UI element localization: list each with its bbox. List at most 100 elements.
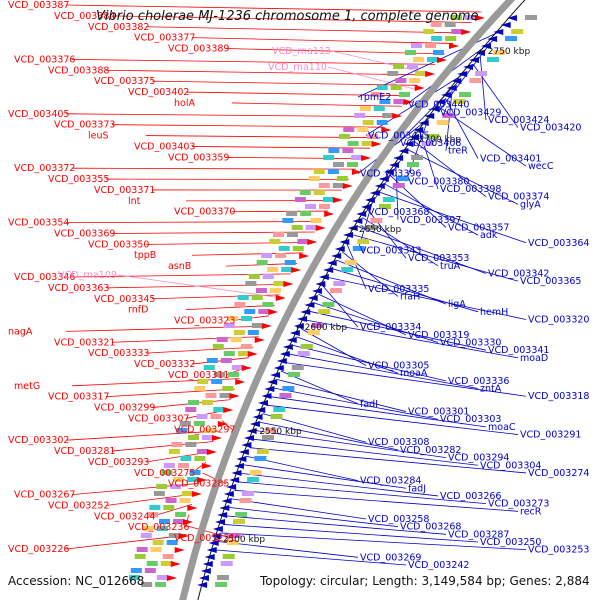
forward-gene-arrow [187, 505, 198, 511]
right-gene-label: VCD_003380 [408, 176, 469, 187]
left-gene-label: VCD_003231 [174, 533, 235, 544]
right-gene-label: wecC [528, 161, 554, 172]
reverse-gene-arrow [297, 316, 308, 322]
forward-gene-arrow [223, 407, 234, 413]
gene-track-block [407, 64, 419, 69]
gene-track-block [361, 141, 373, 146]
left-label-line [111, 124, 386, 128]
gene-track-block [273, 281, 285, 286]
left-gene-label: tppB [134, 250, 156, 261]
gene-track-block [442, 113, 455, 118]
left-gene-label: VCD_003346 [14, 272, 75, 283]
gene-track-block [406, 162, 419, 167]
right-gene-label: VCD_003274 [528, 468, 589, 479]
gene-track-block [344, 260, 357, 265]
gene-track-block [396, 176, 409, 181]
gene-track-block [241, 316, 253, 321]
gene-track-block [194, 386, 206, 391]
right-gene-label: rpmE2 [360, 92, 391, 103]
gene-track-block [269, 239, 281, 244]
rna-gene-label: VCD_rna110 [268, 62, 327, 73]
gene-track-block [185, 442, 197, 447]
reverse-gene-arrow [506, 15, 517, 21]
gene-track-block [222, 554, 235, 559]
left-label-line [111, 231, 316, 234]
forward-gene-arrow [291, 267, 302, 273]
left-label-line [71, 59, 436, 65]
right-gene-label: VCD_003408 [400, 138, 461, 149]
reverse-gene-arrow [307, 295, 318, 301]
gene-track-block [294, 197, 306, 202]
gene-track-block [130, 568, 142, 573]
right-gene-label: VCD_003397 [400, 215, 461, 226]
right-gene-label: VCD_003294 [448, 453, 509, 464]
forward-gene-arrow [201, 463, 212, 469]
gene-track-block [168, 449, 180, 454]
left-gene-label: VCD_003371 [94, 185, 155, 196]
right-label-line [228, 506, 399, 528]
left-label-line [231, 102, 402, 107]
gene-track-block [524, 15, 537, 20]
gene-track-block [323, 155, 335, 160]
gene-track-block [144, 568, 156, 573]
left-label-line [65, 430, 218, 441]
gene-track-block [270, 414, 283, 419]
gene-track-block [228, 533, 241, 538]
gene-track-block [141, 582, 153, 587]
right-gene-label: VCD_003343 [360, 245, 421, 256]
gene-track-block [196, 414, 208, 419]
gene-track-block [284, 260, 296, 265]
right-label-line [237, 481, 487, 505]
reverse-gene-arrow [282, 344, 293, 350]
rna-label-line [331, 50, 431, 75]
forward-gene-arrow [229, 393, 240, 399]
right-gene-label: VCD_003253 [528, 545, 589, 556]
right-label-line [255, 430, 447, 458]
gene-track-block [230, 337, 242, 342]
gene-track-block [423, 29, 435, 34]
gene-track-block [172, 519, 184, 524]
left-gene-label: VCD_003317 [48, 392, 109, 403]
right-label-line [437, 46, 488, 113]
ruler-tick [350, 227, 358, 231]
gene-track-block [158, 519, 170, 524]
forward-gene-arrow [254, 337, 265, 343]
left-gene-label: VCD_003369 [54, 228, 115, 239]
gene-track-block [352, 246, 365, 251]
gene-track-block [216, 337, 228, 342]
gene-track-block [351, 155, 363, 160]
gene-track-block [382, 197, 395, 202]
ruler-tick-label: 2700 kbp [419, 135, 462, 145]
forward-gene-arrow [170, 561, 181, 567]
right-label-line [243, 464, 407, 489]
left-gene-label: VCD_003321 [54, 337, 115, 348]
gene-track-block [142, 526, 154, 531]
reverse-gene-arrow [289, 330, 300, 336]
gene-track-block [421, 141, 434, 146]
gene-track-block [262, 302, 274, 307]
gene-track-block [393, 99, 405, 104]
rna-label-line [117, 274, 283, 299]
gene-track-block [149, 505, 161, 510]
left-gene-label: VCD_003355 [48, 174, 109, 185]
gene-track-block [273, 407, 286, 412]
ruler-arc [197, 0, 526, 600]
left-gene-label: nagA [8, 326, 33, 337]
reverse-gene-arrow [493, 29, 504, 35]
right-gene-label: VCD_003440 [408, 100, 469, 111]
left-gene-label: VCD_003252 [48, 500, 109, 511]
gene-track-block [220, 358, 232, 363]
reverse-gene-arrow [446, 85, 457, 91]
right-label-line [288, 353, 479, 389]
gene-track-block [307, 330, 320, 335]
gene-track-block [411, 155, 424, 160]
forward-gene-arrow [324, 211, 335, 217]
right-label-line [332, 268, 479, 313]
gene-track-block [281, 267, 293, 272]
right-gene-label: VCD_003398 [440, 184, 501, 195]
left-label-line [105, 69, 427, 76]
left-gene-label: VCD_003384 [54, 11, 115, 22]
gene-track-block [282, 386, 295, 391]
left-label-line [221, 420, 233, 430]
left-gene-label: VCD_003363 [48, 283, 109, 294]
